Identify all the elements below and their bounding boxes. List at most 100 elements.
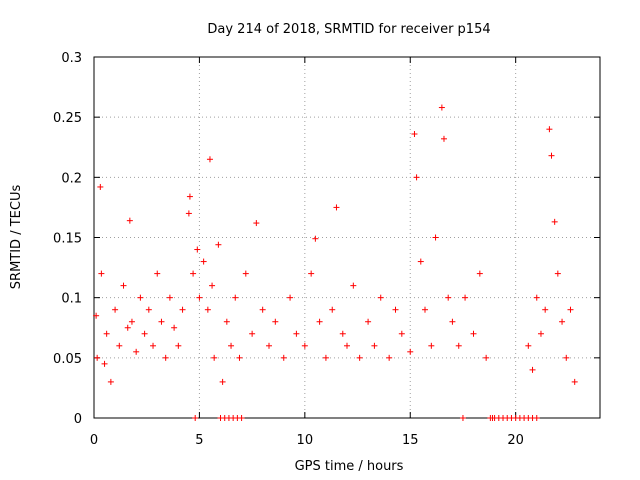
data-point [483,354,490,361]
data-point [124,324,131,331]
y-tick-label: 0.05 [53,352,82,367]
data-point [171,324,178,331]
data-point [417,258,424,265]
data-point [259,306,266,313]
data-point [422,306,429,313]
data-point [228,342,235,349]
data-point [371,342,378,349]
data-point [150,342,157,349]
y-axis-label: SRMTID / TECUs [9,185,24,290]
data-point [162,354,169,361]
data-point [133,348,140,355]
data-point [98,270,105,277]
data-points [93,104,578,421]
data-point [546,126,553,133]
data-point [265,342,272,349]
data-point [215,241,222,248]
data-point [120,282,127,289]
data-point [350,282,357,289]
tick-layer: 0 0.05 0.1 0.15 0.2 0.25 0.3 0 5 10 15 20 [53,51,600,448]
data-point [567,306,574,313]
x-tick-label: 20 [507,433,524,448]
x-tick-label: 10 [297,433,314,448]
data-point [101,360,108,367]
data-point [94,354,101,361]
data-point [128,318,135,325]
data-point [145,306,152,313]
data-point [559,318,566,325]
data-point [166,294,173,301]
data-point [398,330,405,337]
y-tick-label: 0.25 [53,111,82,126]
data-point [476,270,483,277]
x-tick-label: 5 [195,433,203,448]
data-point [158,318,165,325]
data-point [97,183,104,190]
data-point [411,131,418,138]
data-point [533,294,540,301]
data-point [308,270,315,277]
data-point [445,294,452,301]
data-point [455,342,462,349]
data-point [571,378,578,385]
x-axis-label: GPS time / hours [295,459,404,474]
data-point [287,294,294,301]
data-point [537,330,544,337]
data-point [126,217,133,224]
data-point [329,306,336,313]
data-point [192,415,199,421]
y-tick-label: 0.1 [61,292,82,307]
data-point [238,415,245,421]
data-point [211,354,218,361]
data-point [194,246,201,253]
data-point [301,342,308,349]
data-point [116,342,123,349]
y-tick-label: 0.2 [61,171,82,186]
grid-layer [94,57,600,418]
data-point [413,174,420,181]
data-point [219,378,226,385]
data-point [186,193,193,200]
data-point [179,306,186,313]
data-point [365,318,372,325]
data-point [322,354,329,361]
data-point [103,330,110,337]
data-point [209,282,216,289]
data-point [440,135,447,142]
data-point [293,330,300,337]
data-point [392,306,399,313]
data-point [137,294,144,301]
data-point [312,235,319,242]
data-point [200,258,207,265]
y-tick-label: 0 [74,412,82,427]
data-point [533,415,540,421]
x-tick-label: 15 [402,433,419,448]
data-point [459,415,466,421]
data-point [470,330,477,337]
data-point [462,294,469,301]
data-point [93,312,100,319]
data-point [356,354,363,361]
data-point [107,378,114,385]
data-point [554,270,561,277]
data-point [185,210,192,217]
data-point [551,218,558,225]
data-point [386,354,393,361]
y-tick-label: 0.3 [61,51,82,66]
data-point [377,294,384,301]
data-point [175,342,182,349]
y-tick-label: 0.15 [53,232,82,247]
data-point [344,342,350,349]
data-point [333,204,340,211]
data-point [253,220,260,227]
data-point [563,354,570,361]
data-point [206,156,213,163]
data-point [438,104,445,111]
data-point [529,366,536,373]
data-point [339,330,346,337]
data-point [236,354,243,361]
data-point [242,270,249,277]
data-point [154,270,161,277]
x-tick-label: 0 [90,433,98,448]
